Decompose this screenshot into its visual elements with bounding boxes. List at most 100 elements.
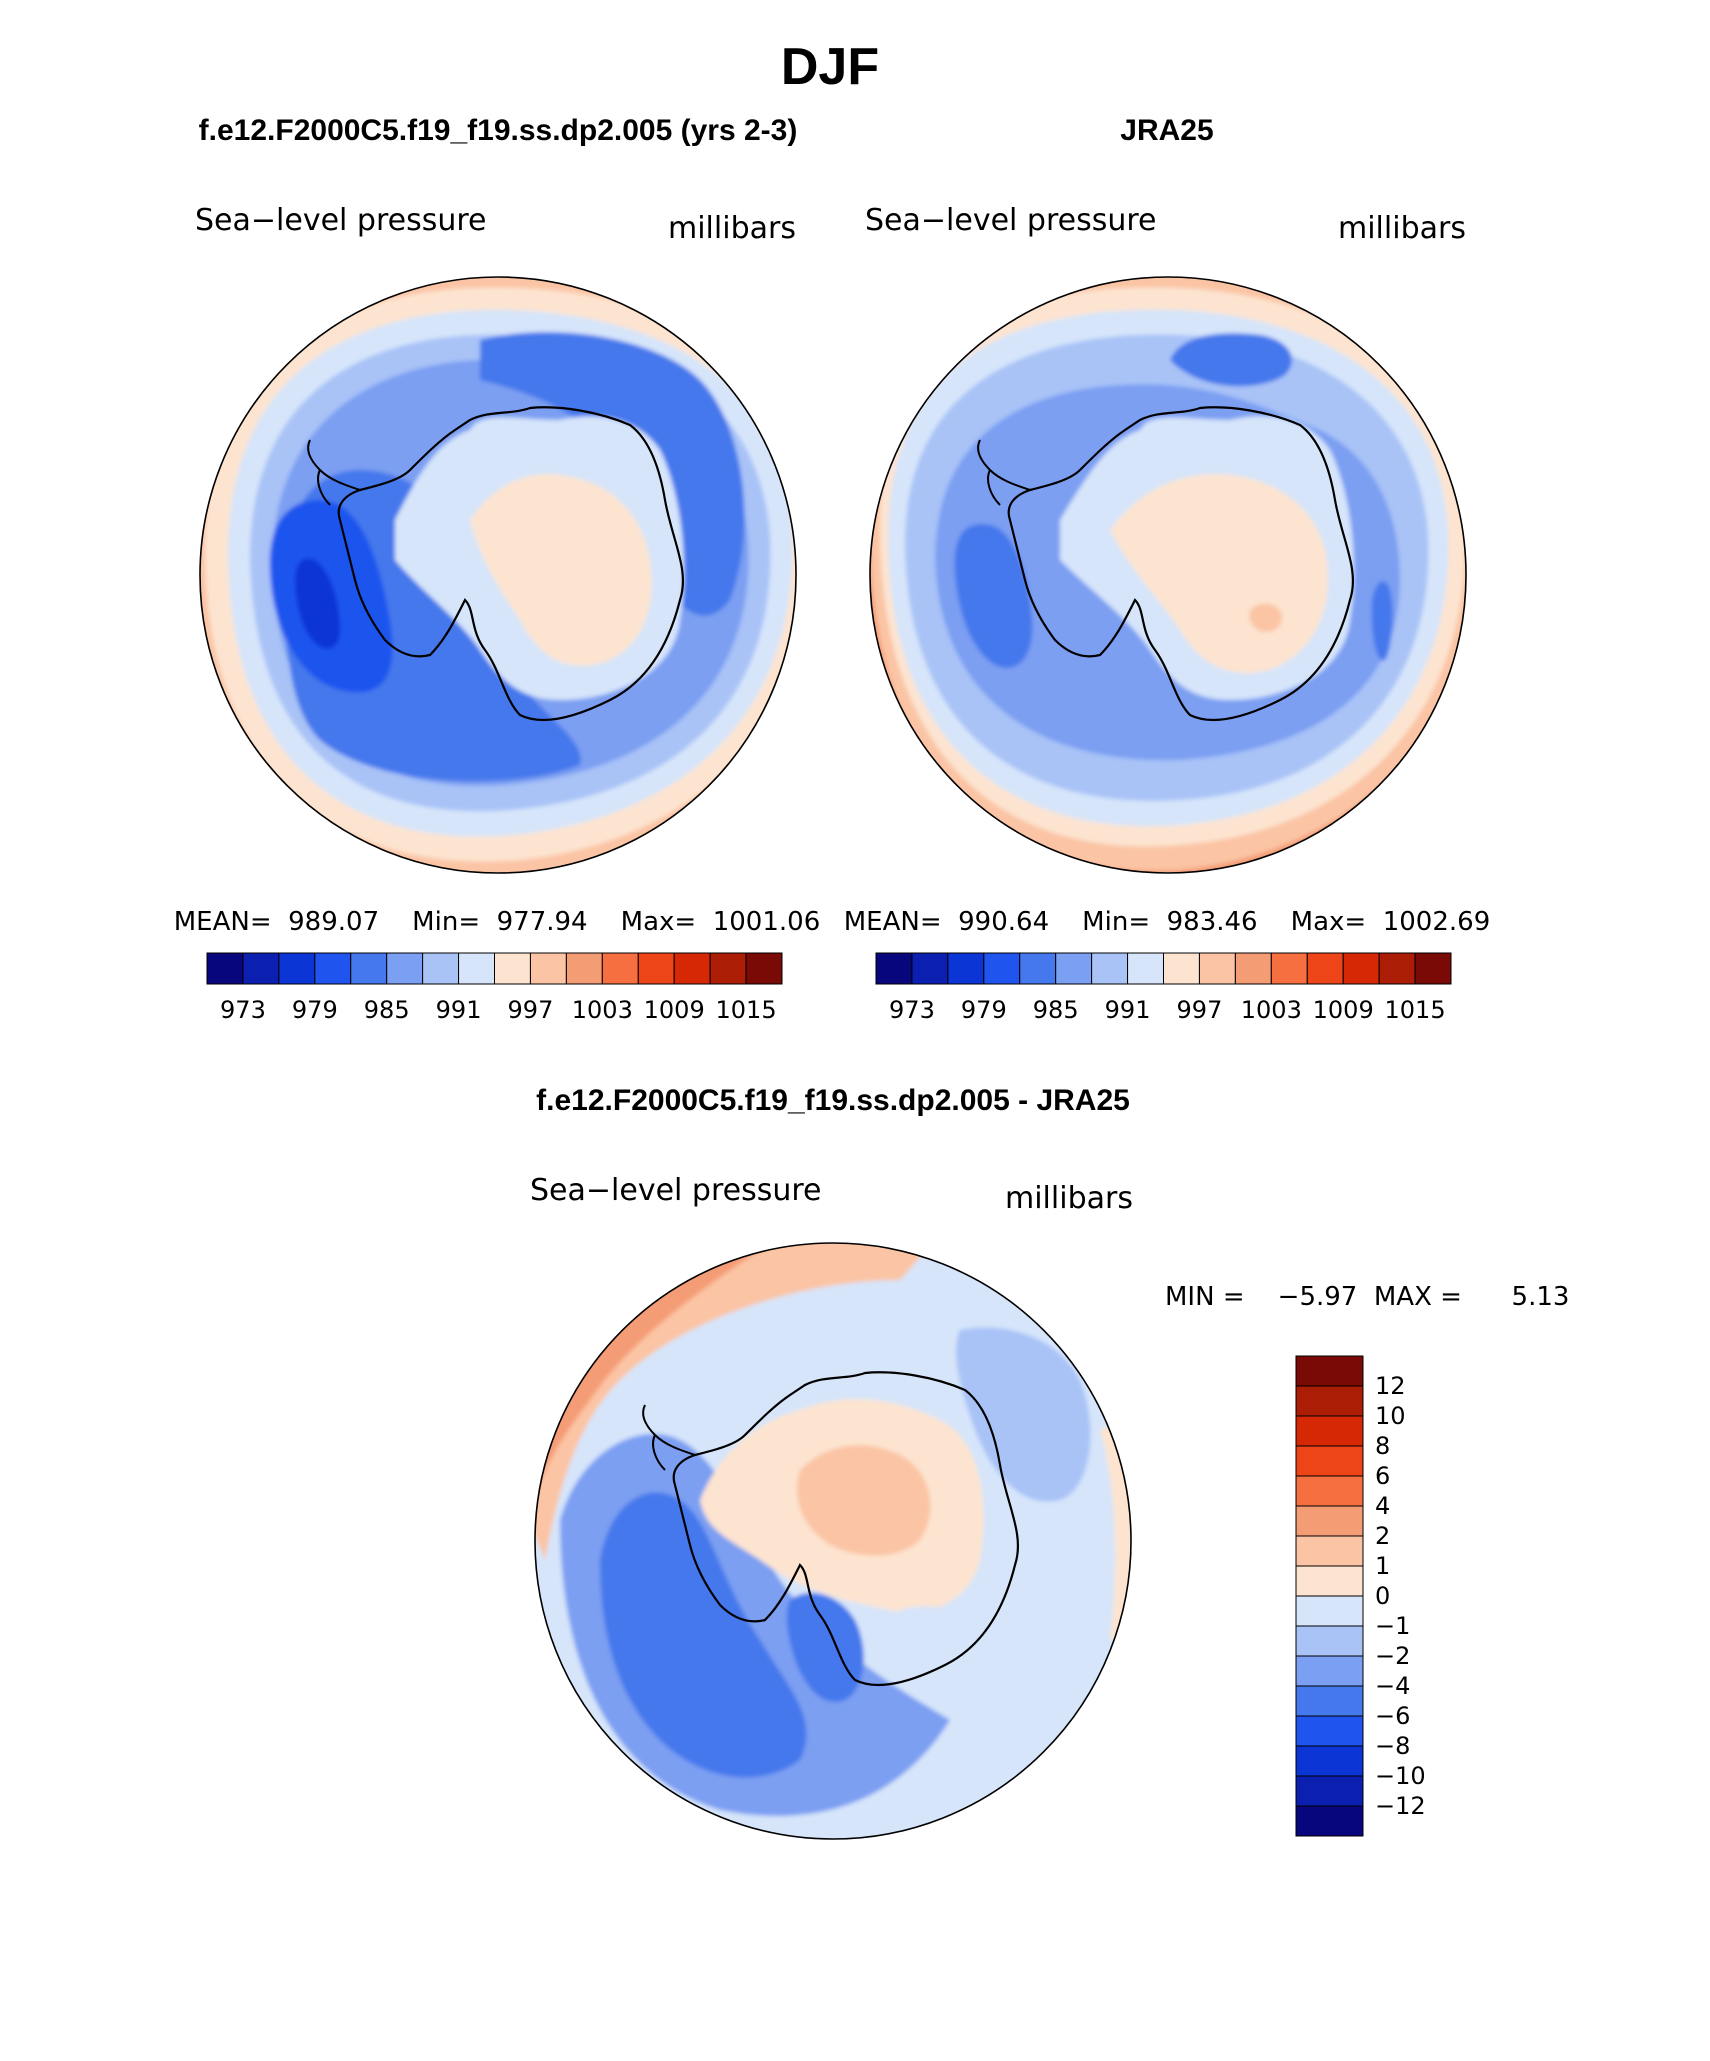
colorbar-swatch (1055, 952, 1093, 985)
panel-obs-rim (869, 276, 1467, 874)
panel-diff-stats: MIN = −5.97 MAX = 5.13 (1165, 1282, 1569, 1312)
colorbar-swatch (422, 952, 460, 985)
colorbar-tick-label: 6 (1375, 1462, 1390, 1490)
panel-model-title: f.e12.F2000C5.f19_f19.ss.dp2.005 (yrs 2-… (199, 114, 798, 147)
panel-obs: JRA25 Sea−level pressure millibars (844, 114, 1491, 1024)
panel-model-units-label: millibars (668, 211, 796, 246)
diff-coastline (672, 1371, 1020, 1687)
colorbar-swatch (1414, 952, 1452, 985)
colorbar-swatch (1295, 1745, 1364, 1777)
colorbar-swatch (1198, 952, 1236, 985)
colorbar-tick-label: 0 (1375, 1582, 1390, 1610)
panel-model-contours (200, 277, 796, 873)
colorbar-tick-label: 985 (364, 996, 410, 1024)
colorbar-swatch (1295, 1715, 1364, 1747)
colorbar-swatch (1295, 1505, 1364, 1537)
colorbar-tick-label: 1015 (1385, 996, 1446, 1024)
diff-continent-cool (900, 1606, 1003, 1690)
colorbar-swatch (637, 952, 675, 985)
colorbar-swatch (458, 952, 495, 985)
colorbar-swatch (386, 952, 424, 985)
colorbar-swatch (673, 952, 711, 985)
colorbar-swatch (1234, 952, 1272, 985)
colorbar-tick-label: 2 (1375, 1522, 1390, 1550)
panel-diff-title: f.e12.F2000C5.f19_f19.ss.dp2.005 - JRA25 (536, 1084, 1130, 1117)
colorbar-tick-label: 973 (220, 996, 266, 1024)
colorbar-swatch (1295, 1355, 1364, 1387)
colorbar-tick-label: −10 (1375, 1762, 1426, 1790)
diff-band-light-ne (955, 1327, 1091, 1502)
colorbar-tick-label: 973 (889, 996, 935, 1024)
colorbar-tick-label: 991 (436, 996, 482, 1024)
panel-model-colorbar: 973 979 985 991 997 1003 1009 1015 (206, 952, 783, 1024)
colorbar-swatch (1127, 952, 1164, 985)
panel-obs-colorbar: 973 979 985 991 997 1003 1009 1015 (875, 952, 1452, 1024)
colorbar-swatch (314, 952, 352, 985)
colorbar-tick-label: 1003 (1241, 996, 1302, 1024)
colorbar-swatch (206, 952, 244, 985)
colorbar-swatch (1295, 1385, 1364, 1417)
colorbar-swatch (529, 952, 567, 985)
colorbar-tick-label: 1009 (644, 996, 705, 1024)
panel-obs-units-label: millibars (1338, 211, 1466, 246)
colorbar-swatch (1295, 1595, 1364, 1627)
figure-title: DJF (781, 38, 879, 96)
colorbar-swatch (1295, 1655, 1364, 1687)
panel-model-rim (199, 276, 797, 874)
colorbar-swatch (1163, 952, 1200, 985)
colorbar-tick-label: −6 (1375, 1702, 1410, 1730)
colorbar-swatch (494, 952, 531, 985)
obs-continent-spot (1249, 603, 1283, 633)
diff-band-east-neutral (1100, 1420, 1131, 1640)
diff-band-sw-deep (600, 1492, 807, 1778)
colorbar-tick-label: 997 (508, 996, 554, 1024)
colorbar-swatch (1342, 952, 1380, 985)
panel-diff-field-label: Sea−level pressure (530, 1173, 821, 1208)
colorbar-swatch (1019, 952, 1057, 985)
obs-band-deep-east (1371, 581, 1393, 661)
obs-band-deep-north (1170, 333, 1292, 387)
obs-band-deep-west (954, 524, 1033, 668)
diff-rim-east-warm (1115, 1470, 1131, 1640)
colorbar-swatch (1295, 1565, 1364, 1597)
colorbar-tick-label: 1003 (572, 996, 633, 1024)
colorbar-tick-label: 12 (1375, 1372, 1406, 1400)
colorbar-swatch (1270, 952, 1308, 985)
obs-coastline (1007, 406, 1355, 722)
colorbar-tick-label: 997 (1177, 996, 1223, 1024)
colorbar-tick-label: −1 (1375, 1612, 1410, 1640)
colorbar-tick-label: −4 (1375, 1672, 1410, 1700)
colorbar-tick-label: 1009 (1313, 996, 1374, 1024)
colorbar-swatch (1306, 952, 1344, 985)
colorbar-swatch (242, 952, 280, 985)
colorbar-swatch (709, 952, 747, 985)
colorbar-swatch (1295, 1685, 1364, 1717)
panel-obs-stats: MEAN= 990.64 Min= 983.46 Max= 1002.69 (844, 907, 1491, 937)
colorbar-swatch (1295, 1805, 1364, 1837)
colorbar-swatch (601, 952, 639, 985)
colorbar-swatch (1295, 1415, 1364, 1447)
colorbar-tick-label: 1 (1375, 1552, 1390, 1580)
diff-ross-deep (786, 1592, 864, 1702)
panel-obs-contours (870, 277, 1466, 873)
panel-diff-rim (534, 1242, 1132, 1840)
colorbar-tick-label: 8 (1375, 1432, 1390, 1460)
colorbar-swatch (983, 952, 1021, 985)
diff-continent-hot (796, 1445, 931, 1556)
colorbar-tick-label: 1015 (716, 996, 777, 1024)
colorbar-tick-label: −12 (1375, 1792, 1426, 1820)
panel-diff-contours (535, 1243, 1131, 1839)
model-coastline (337, 406, 685, 722)
colorbar-swatch (947, 952, 985, 985)
colorbar-tick-label: −8 (1375, 1732, 1410, 1760)
colorbar-swatch (1295, 1775, 1364, 1807)
colorbar-swatch (1295, 1625, 1364, 1657)
panel-model: f.e12.F2000C5.f19_f19.ss.dp2.005 (yrs 2-… (174, 114, 821, 1024)
colorbar-swatch (1295, 1445, 1364, 1477)
colorbar-swatch (875, 952, 913, 985)
panel-diff-units-label: millibars (1005, 1181, 1133, 1216)
colorbar-swatch (1295, 1535, 1364, 1567)
colorbar-swatch (1295, 1475, 1364, 1507)
